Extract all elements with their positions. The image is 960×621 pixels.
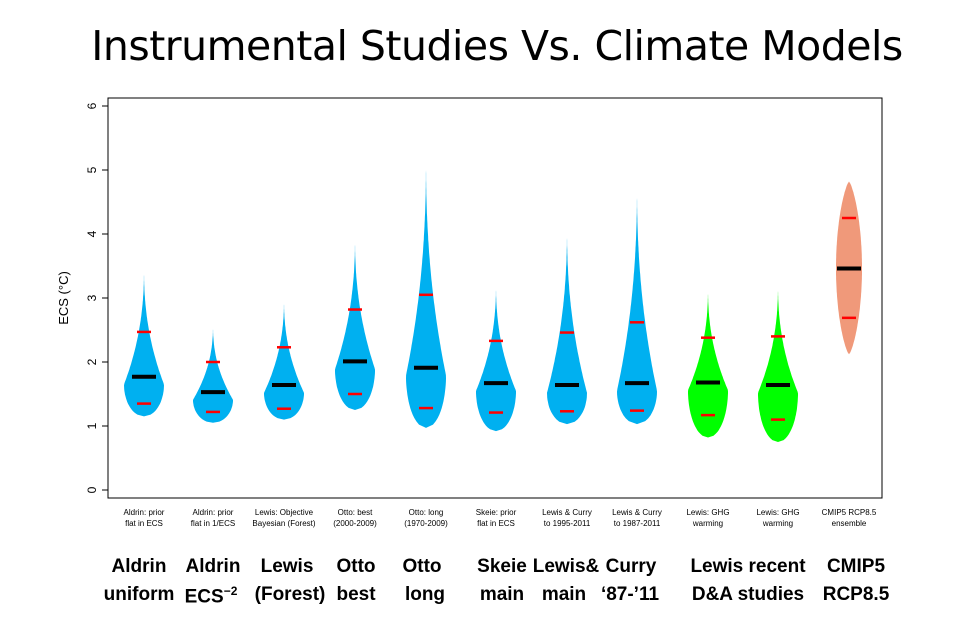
violin-3 <box>264 301 304 420</box>
y-tick-label: 1 <box>85 422 99 429</box>
x-tick-label: to 1995-2011 <box>544 519 591 528</box>
x-tick-label: Bayesian (Forest) <box>252 519 315 528</box>
x-tick-label: Lewis: Objective <box>255 508 314 517</box>
x-tick-label: (1970-2009) <box>404 519 448 528</box>
x-tick-label: to 1987-2011 <box>614 519 661 528</box>
bottom-label: Lewis& <box>532 556 600 577</box>
bottom-label: D&A studies <box>691 584 805 605</box>
violin-10 <box>758 287 798 442</box>
x-tick-label: Lewis & Curry <box>542 508 592 517</box>
y-tick-label: 4 <box>85 230 99 237</box>
y-axis-label: ECS (°C) <box>56 271 71 325</box>
violin-7 <box>547 230 587 425</box>
violin-4 <box>335 240 375 410</box>
bottom-label: uniform <box>103 584 175 605</box>
bottom-label: Otto <box>336 556 376 577</box>
bottom-label: main <box>479 584 525 605</box>
x-tick-label: Skeie: prior <box>476 508 517 517</box>
x-tick-label: Otto: long <box>409 508 444 517</box>
bottom-label: Lewis recent <box>690 556 806 577</box>
x-tick-label: Aldrin: prior <box>124 508 165 517</box>
x-tick-label: ensemble <box>832 519 867 528</box>
x-tick-label: Lewis: GHG <box>756 508 799 517</box>
bottom-label: Lewis <box>260 556 314 577</box>
bottom-label: (Forest) <box>254 584 326 605</box>
x-tick-label: flat in 1/ECS <box>191 519 235 528</box>
bottom-label: Curry <box>605 556 657 577</box>
x-tick-label: Otto: best <box>338 508 373 517</box>
x-tick-label: Lewis: GHG <box>686 508 729 517</box>
x-tick-label: (2000-2009) <box>333 519 377 528</box>
y-tick-label: 3 <box>85 294 99 301</box>
x-tick-label: warming <box>692 519 723 528</box>
violin-1 <box>124 271 164 417</box>
slide-title: Instrumental Studies Vs. Climate Models <box>91 22 903 70</box>
x-tick-label: flat in ECS <box>477 519 515 528</box>
y-tick-label: 5 <box>85 166 99 173</box>
violin-2 <box>193 326 233 423</box>
y-tick-label: 6 <box>85 102 99 109</box>
bottom-label: Aldrin <box>185 556 241 577</box>
bottom-label: long <box>404 584 446 605</box>
x-tick-label: flat in ECS <box>125 519 163 528</box>
y-tick-label: 0 <box>85 486 99 493</box>
x-tick-label: Lewis & Curry <box>612 508 662 517</box>
violin-6 <box>476 286 516 432</box>
violin-9 <box>688 290 728 438</box>
bottom-label: ‘87-’11 <box>600 584 660 605</box>
x-tick-label: warming <box>762 519 793 528</box>
bottom-label: best <box>336 584 376 605</box>
bottom-label: CMIP5 <box>826 556 886 577</box>
bottom-label: main <box>541 584 587 605</box>
bottom-label: Otto <box>402 556 442 577</box>
x-tick-label: Aldrin: prior <box>193 508 234 517</box>
bottom-label: RCP8.5 <box>822 584 890 605</box>
plot-frame <box>107 97 883 499</box>
ecs-exponent: −2 <box>223 584 238 598</box>
bottom-label: ECS−2 <box>184 584 238 608</box>
bottom-label: Skeie <box>477 556 527 577</box>
x-tick-label: CMIP5 RCP8.5 <box>822 508 877 517</box>
y-tick-label: 2 <box>85 358 99 365</box>
violin-8 <box>617 189 657 425</box>
bottom-label: Aldrin <box>111 556 167 577</box>
